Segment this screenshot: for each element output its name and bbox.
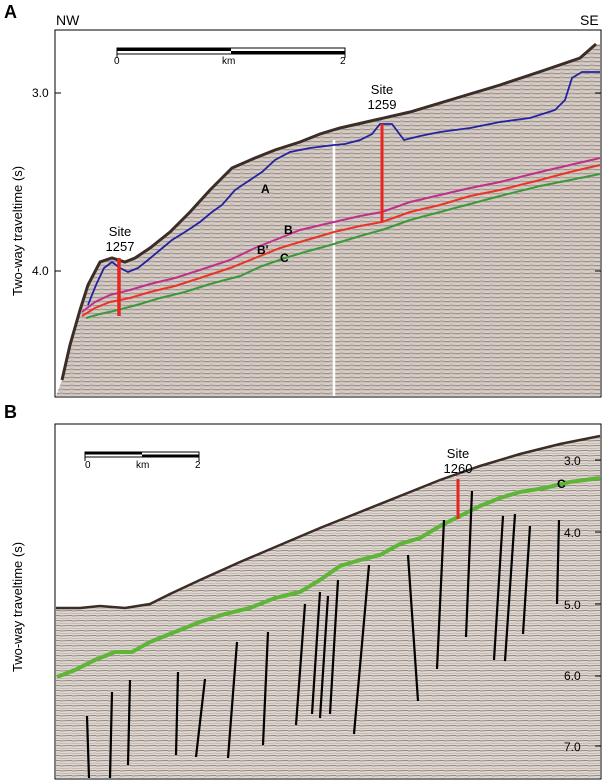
fault-line xyxy=(492,515,505,661)
panel-a-ytick-4: 4.0 xyxy=(32,264,49,278)
horizon-c-line xyxy=(85,173,601,319)
panel-a-letter: A xyxy=(4,2,17,22)
site-1259-label: Site 1259 xyxy=(360,82,404,112)
fault-line xyxy=(85,715,91,779)
fault-line xyxy=(174,671,180,756)
panel-a-seismic-body xyxy=(56,44,600,396)
fault-line xyxy=(464,490,474,638)
panel-a-scale-bar xyxy=(116,47,346,58)
panel-b-ytick-5: 5.0 xyxy=(564,598,581,612)
fault-line xyxy=(261,631,270,746)
panel-b-frame xyxy=(54,423,602,780)
panel-b-y-axis-label: Two-way traveltime (s) xyxy=(10,541,25,672)
horizon-a-label: A xyxy=(261,182,270,196)
panel-a-ytick-3: 3.0 xyxy=(32,86,49,100)
horizon-b-prime-line xyxy=(81,164,601,317)
site-1259-label-line2: 1259 xyxy=(367,97,397,112)
nw-label: NW xyxy=(56,12,80,28)
site-1260-label: Site 1260 xyxy=(436,446,480,476)
panel-a-seafloor xyxy=(60,42,597,381)
horizon-c-label: C xyxy=(280,251,289,265)
fault-line xyxy=(294,603,307,726)
site-1257-label-line1: Site xyxy=(108,224,132,239)
panel-a-scale-end: 2 xyxy=(340,56,346,67)
panel-b-ytick-3: 3.0 xyxy=(564,454,581,468)
panel-b-scale-end: 2 xyxy=(195,460,201,471)
fault-line xyxy=(406,554,420,702)
panel-b-horizon-c-line xyxy=(56,476,601,679)
site-1259-label-line1: Site xyxy=(370,82,394,97)
horizon-a-line xyxy=(87,71,600,306)
site-1260-label-line2: 1260 xyxy=(443,461,473,476)
panel-b-letter: B xyxy=(4,402,17,422)
horizon-b-line xyxy=(81,157,601,313)
fault-line xyxy=(503,513,517,662)
fault-line xyxy=(194,678,207,758)
panel-b-scale-bar xyxy=(84,451,200,461)
site-1260-label-line1: Site xyxy=(446,446,470,461)
site-1257-label-line2: 1257 xyxy=(105,239,135,254)
panel-a-scale-unit: km xyxy=(222,56,236,67)
se-label: SE xyxy=(580,12,599,28)
fault-line xyxy=(226,641,239,759)
panel-a-scale-start: 0 xyxy=(114,56,120,67)
fault-line xyxy=(555,519,561,605)
fault-line xyxy=(352,564,371,735)
fault-line xyxy=(108,691,114,779)
fault-line xyxy=(318,595,330,719)
fault-line xyxy=(126,679,132,766)
panel-b-horizon-c-label: C xyxy=(557,477,566,491)
panel-b-ytick-6: 6.0 xyxy=(564,669,581,683)
fault-line xyxy=(435,519,446,670)
fault-line xyxy=(328,579,340,715)
fault-line xyxy=(521,525,532,635)
site-1257-label: Site 1257 xyxy=(98,224,142,254)
panel-b-scale-unit: km xyxy=(136,460,150,471)
panel-b-seafloor xyxy=(56,434,601,610)
panel-a-frame xyxy=(54,29,602,398)
panel-b-ytick-7: 7.0 xyxy=(564,740,581,754)
fault-line xyxy=(310,591,322,715)
fault-lines xyxy=(85,490,561,779)
horizon-b-label: B xyxy=(284,223,293,237)
panel-b-ytick-4: 4.0 xyxy=(564,526,581,540)
panel-b-scale-start: 0 xyxy=(85,460,91,471)
horizon-b-prime-label: B' xyxy=(257,243,269,257)
